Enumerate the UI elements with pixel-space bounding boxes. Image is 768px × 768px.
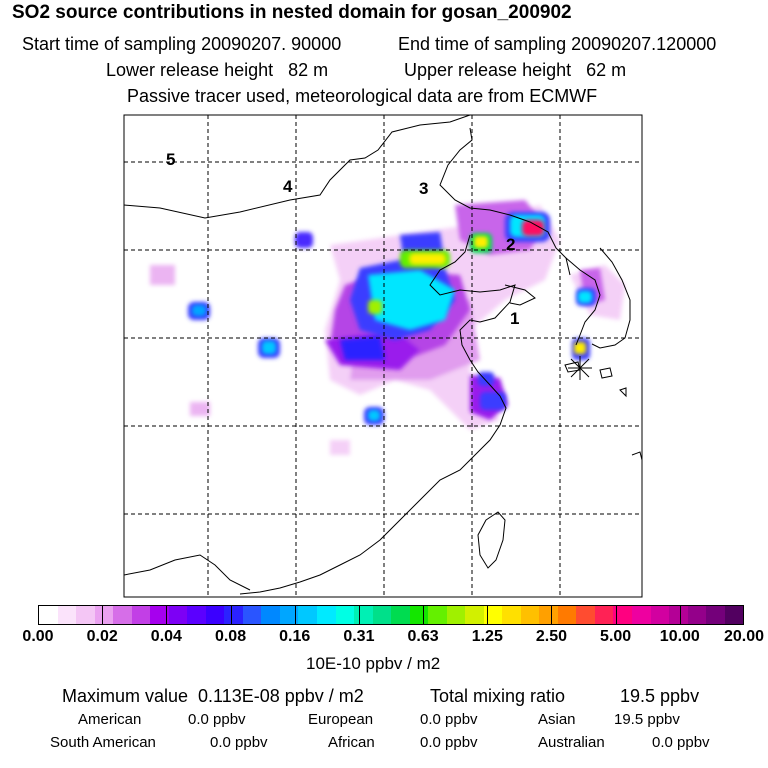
lower-release-height: Lower release height 82 m [106, 60, 329, 80]
source-name-european: European [308, 711, 374, 728]
colorbar-tick-label: 0.16 [279, 628, 311, 645]
colorbar-divider [423, 606, 425, 624]
colorbar-divider [294, 606, 296, 624]
colorbar-swatch [298, 606, 317, 624]
colorbar-tick-labels: 0.00 0.02 0.04 0.08 0.16 0.31 0.63 1.25 2.50 5.00… [0, 625, 768, 655]
colorbar-swatch [187, 606, 206, 624]
colorbar-swatch [335, 606, 355, 624]
colorbar-swatch [428, 606, 447, 624]
colorbar-divider [102, 606, 104, 624]
colorbar [38, 605, 744, 625]
colorbar-tick-label: 2.50 [535, 628, 568, 645]
colorbar-swatch [613, 606, 632, 624]
colorbar-swatch [502, 606, 521, 624]
tracer-note: Passive tracer used, meteorological data… [127, 86, 598, 106]
colorbar-swatch [131, 606, 151, 624]
colorbar-swatch [465, 606, 484, 624]
colorbar-swatch [724, 606, 744, 624]
colorbar-swatch [409, 606, 429, 624]
max-value-label: Maximum value 0.113E-08 ppbv / m2 [62, 686, 364, 706]
colorbar-swatch [261, 606, 280, 624]
source-value-european: 0.0 ppbv [420, 711, 478, 728]
colorbar-swatch [39, 606, 58, 624]
colorbar-divider [551, 606, 553, 624]
colorbar-divider [230, 606, 232, 624]
colorbar-divider [487, 606, 489, 624]
region-label-4: 4 [283, 177, 293, 196]
source-name-asian: Asian [538, 711, 576, 728]
colorbar-tick-label: 20.00 [723, 628, 765, 645]
start-time-label: Start time of sampling 20090207. 90000 [22, 34, 342, 54]
total-mixing-value: 19.5 ppbv [620, 686, 700, 706]
colorbar-swatch [483, 606, 503, 624]
source-value-american: 0.0 ppbv [188, 711, 246, 728]
colorbar-swatch [594, 606, 614, 624]
region-label-3: 3 [419, 179, 428, 198]
source-name-african: African [328, 734, 375, 751]
colorbar-swatch [279, 606, 299, 624]
colorbar-tick-label: 0.31 [343, 628, 375, 645]
colorbar-unit: 10E-10 ppbv / m2 [306, 654, 441, 673]
map-frame [123, 114, 643, 598]
source-value-south-american: 0.0 ppbv [210, 734, 268, 751]
source-value-asian: 19.5 ppbv [614, 711, 680, 728]
colorbar-swatch [316, 606, 336, 624]
colorbar-tick-label: 10.00 [659, 628, 700, 645]
colorbar-tick-label: 0.63 [407, 628, 439, 645]
colorbar-swatch [520, 606, 540, 624]
colorbar-swatch [539, 606, 558, 624]
colorbar-tick-label: 0.04 [150, 628, 182, 645]
colorbar-swatch [557, 606, 577, 624]
source-name-american: American [78, 711, 142, 728]
coastlines [124, 115, 642, 595]
source-value-australian: 0.0 ppbv [652, 734, 710, 751]
colorbar-swatch [706, 606, 725, 624]
colorbar-swatch [168, 606, 188, 624]
lat-lon-grid [124, 115, 642, 597]
source-value-african: 0.0 ppbv [420, 734, 478, 751]
region-label-1: 1 [510, 309, 519, 328]
region-label-2: 2 [506, 235, 515, 254]
source-name-australian: Australian [538, 734, 605, 751]
colorbar-swatch [150, 606, 169, 624]
colorbar-tick-label: 0.00 [22, 628, 54, 645]
colorbar-tick-label: 0.08 [214, 628, 247, 645]
colorbar-divider [679, 606, 681, 624]
colorbar-swatch [446, 606, 466, 624]
colorbar-swatch [94, 606, 114, 624]
colorbar-swatch [76, 606, 95, 624]
region-label-5: 5 [166, 150, 175, 169]
colorbar-swatch [205, 606, 225, 624]
colorbar-swatch [224, 606, 243, 624]
upper-release-height: Upper release height 62 m [404, 60, 627, 80]
colorbar-swatch [576, 606, 595, 624]
figure-title: SO2 source contributions in nested domai… [12, 2, 572, 23]
receptor-star-icon [568, 356, 592, 380]
colorbar-swatch [632, 606, 651, 624]
colorbar-swatch [669, 606, 688, 624]
colorbar-swatch [687, 606, 707, 624]
colorbar-tick-label: 1.25 [471, 628, 503, 645]
map-figure: 1 2 3 4 5 [123, 114, 643, 598]
colorbar-swatch [354, 606, 373, 624]
colorbar-swatch [242, 606, 262, 624]
colorbar-divider [358, 606, 360, 624]
colorbar-swatch [372, 606, 392, 624]
colorbar-swatch [650, 606, 670, 624]
end-time-label: End time of sampling 20090207.120000 [398, 34, 717, 54]
colorbar-divider [615, 606, 617, 624]
source-name-south-american: South American [50, 734, 156, 751]
colorbar-swatch [391, 606, 410, 624]
colorbar-divider [166, 606, 168, 624]
colorbar-tick-label: 5.00 [600, 628, 632, 645]
total-mixing-label: Total mixing ratio [430, 686, 566, 706]
colorbar-swatch [113, 606, 132, 624]
plume-layer [150, 200, 625, 455]
colorbar-swatch [57, 606, 77, 624]
colorbar-tick-label: 0.02 [86, 628, 118, 645]
